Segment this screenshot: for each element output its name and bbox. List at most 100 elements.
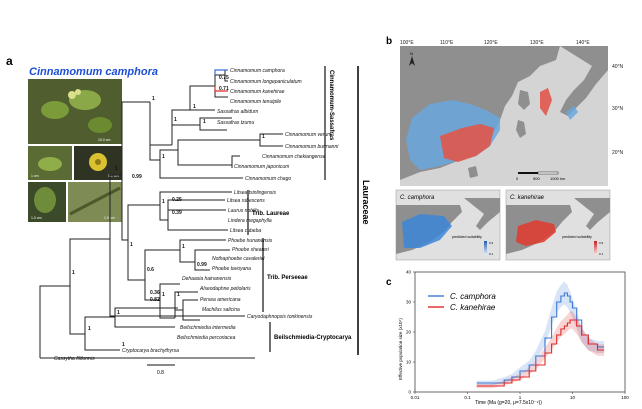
camphora-branch xyxy=(214,69,228,75)
taxon-label: Machilus salicina xyxy=(202,307,240,313)
taxon-label: Phoebe sheareri xyxy=(232,247,270,253)
tree-scale-label: 0.8 xyxy=(157,370,164,376)
support-value: 1 xyxy=(193,104,196,110)
lon-label: 110°E xyxy=(440,40,454,46)
taxon-label: Sassafras albidum xyxy=(217,109,258,115)
y-axis: 0 10 20 30 40 xyxy=(406,270,415,395)
x-tick-label: 0.1 xyxy=(464,395,471,400)
taxon-label: Phoebe hunanensis xyxy=(228,238,273,244)
taxon-label: Cinnamomum kanehirae xyxy=(230,89,285,95)
support-value: 1 xyxy=(152,96,155,102)
map-scale-label: 1000 km xyxy=(550,176,566,181)
support-value: 0.82 xyxy=(150,297,160,303)
taxon-label: Sassafras tzumu xyxy=(217,120,254,126)
map-scale-label: 0 xyxy=(516,176,519,181)
support-value: 1 xyxy=(174,117,177,123)
clade-bars xyxy=(247,66,359,355)
support-value: 1 xyxy=(203,119,206,125)
taxon-label: Caryodaphnopsis tonkinensis xyxy=(247,314,313,320)
legend-colorbar xyxy=(484,241,487,255)
series-line-1 xyxy=(476,319,605,387)
scale-text: 1 cm xyxy=(31,174,39,178)
y-tick-label: 40 xyxy=(406,270,412,275)
legend-title: predicted suitability xyxy=(562,235,592,239)
taxon-label: Cassytha filiformis xyxy=(54,356,95,362)
taxon-label: Cinnamomum chago xyxy=(245,176,291,182)
support-value: 0.6 xyxy=(147,267,154,273)
taxon-label: Dehaasia hainanensis xyxy=(182,276,232,282)
family-label: Lauraceae xyxy=(361,180,371,225)
taxon-label: Cinnamomum chekiangense xyxy=(262,154,326,160)
support-value: 1 xyxy=(162,199,165,205)
x-tick-label: 0.01 xyxy=(411,395,420,400)
legend-camphora: C. camphora xyxy=(450,292,496,301)
taxon-label: Laurus nobilis xyxy=(228,208,259,214)
latitude-labels: 40°N 30°N 20°N xyxy=(612,64,624,156)
lon-label: 130°E xyxy=(530,40,544,46)
y-tick-label: 10 xyxy=(406,360,412,365)
panel-a-label: a xyxy=(6,54,13,68)
support-value: 1 xyxy=(162,154,165,160)
taxa-labels: Cinnamomum camphora Cinnamomum longepani… xyxy=(54,68,339,362)
support-value: 1 xyxy=(130,242,133,248)
legend-low: 0.1 xyxy=(599,252,604,256)
taxon-label: Litsea cubeba xyxy=(230,228,261,234)
x-tick-label: 1 xyxy=(519,395,522,400)
support-value: 0.25 xyxy=(172,197,182,203)
scale-text: 1.0 cm xyxy=(31,216,42,220)
map-scale-bar: 0 500 1000 km xyxy=(516,171,566,181)
taxon-label: Alseodaphne petiolaris xyxy=(199,286,251,292)
panel-c: c 0 10 20 30 40 0.01 0.1 1 10 100 Effective popu… xyxy=(386,270,629,407)
north-label: N xyxy=(410,51,413,56)
legend-high: 0.9 xyxy=(599,241,604,245)
x-axis: 0.01 0.1 1 10 100 xyxy=(411,392,629,400)
taxon-label: Cinnamomum burmanni xyxy=(285,144,339,150)
support-value: 1 xyxy=(262,134,265,140)
support-value: 1 xyxy=(177,292,180,298)
taxon-label: Litsea rubescens xyxy=(227,198,265,204)
taxon-label: Nothaphoebe cavaleriei xyxy=(212,256,265,262)
taxon-label: Cinnamomum japonicum xyxy=(234,164,289,170)
support-value: 1 xyxy=(162,292,165,298)
scale-text: 10.0 cm xyxy=(98,138,111,142)
taxon-label: Phoebe tavoyana xyxy=(212,266,251,272)
panel-c-label: c xyxy=(386,277,392,288)
clade-cinnamomum-sassafras: Cinnamomum-Sassafras xyxy=(328,70,334,141)
support-value: 1 xyxy=(122,342,125,348)
x-tick-label: 10 xyxy=(570,395,576,400)
panel-b-label: b xyxy=(386,36,392,47)
lat-label: 30°N xyxy=(612,106,624,112)
x-axis-label: Time (Ma (g=20, μ=7.5x10⁻⁹)) xyxy=(475,400,542,406)
support-value: 0.99 xyxy=(132,174,142,180)
y-tick-label: 30 xyxy=(406,300,412,305)
clade-laureae: Trib. Laureae xyxy=(252,211,290,217)
support-value: 0.36 xyxy=(150,290,160,296)
taxon-label: Lindera megaphylla xyxy=(228,218,272,224)
clade-perseeae: Trib. Perseeae xyxy=(267,275,308,281)
clade-beilschmiedia: Beilschmiedia-Cryptocarya xyxy=(274,335,352,341)
submap-title: C. camphora xyxy=(400,195,435,201)
support-value: 0.75 xyxy=(219,75,229,81)
taxon-label: Cryptocarya brachythyrsa xyxy=(122,348,179,354)
support-value: 1 xyxy=(182,244,185,250)
submap-camphora: C. camphora predicted suitability 0.9 0.… xyxy=(395,189,501,261)
submap-kanehirae: C. kanehirae predicted suitability 0.9 0… xyxy=(505,189,611,261)
legend-high: 0.9 xyxy=(489,241,494,245)
support-value: 0.39 xyxy=(172,210,182,216)
support-value: 0.71 xyxy=(219,86,229,92)
x-tick-label: 100 xyxy=(621,395,629,400)
legend: C. camphora C. kanehirae xyxy=(428,292,496,312)
scale-text: 0.1 cm xyxy=(108,174,119,178)
scale-text: 1.0 cm xyxy=(104,216,115,220)
y-tick-label: 20 xyxy=(406,330,412,335)
taxon-label: Cinnamomum longepaniculatum xyxy=(230,79,302,85)
lon-label: 140°E xyxy=(576,40,590,46)
taxon-label: Cinnamomum verum xyxy=(285,132,331,138)
north-arrow-icon xyxy=(409,56,415,66)
support-value: 1 xyxy=(88,326,91,332)
series-layer xyxy=(476,281,605,389)
legend-title: predicted suitability xyxy=(452,235,482,239)
y-axis-label: Effective population size (x10⁴) xyxy=(398,318,403,380)
panel-b: b 100°E 110°E 120°E 130°E 140°E 40°N 30°… xyxy=(386,36,624,261)
support-value: 1 xyxy=(115,166,118,172)
